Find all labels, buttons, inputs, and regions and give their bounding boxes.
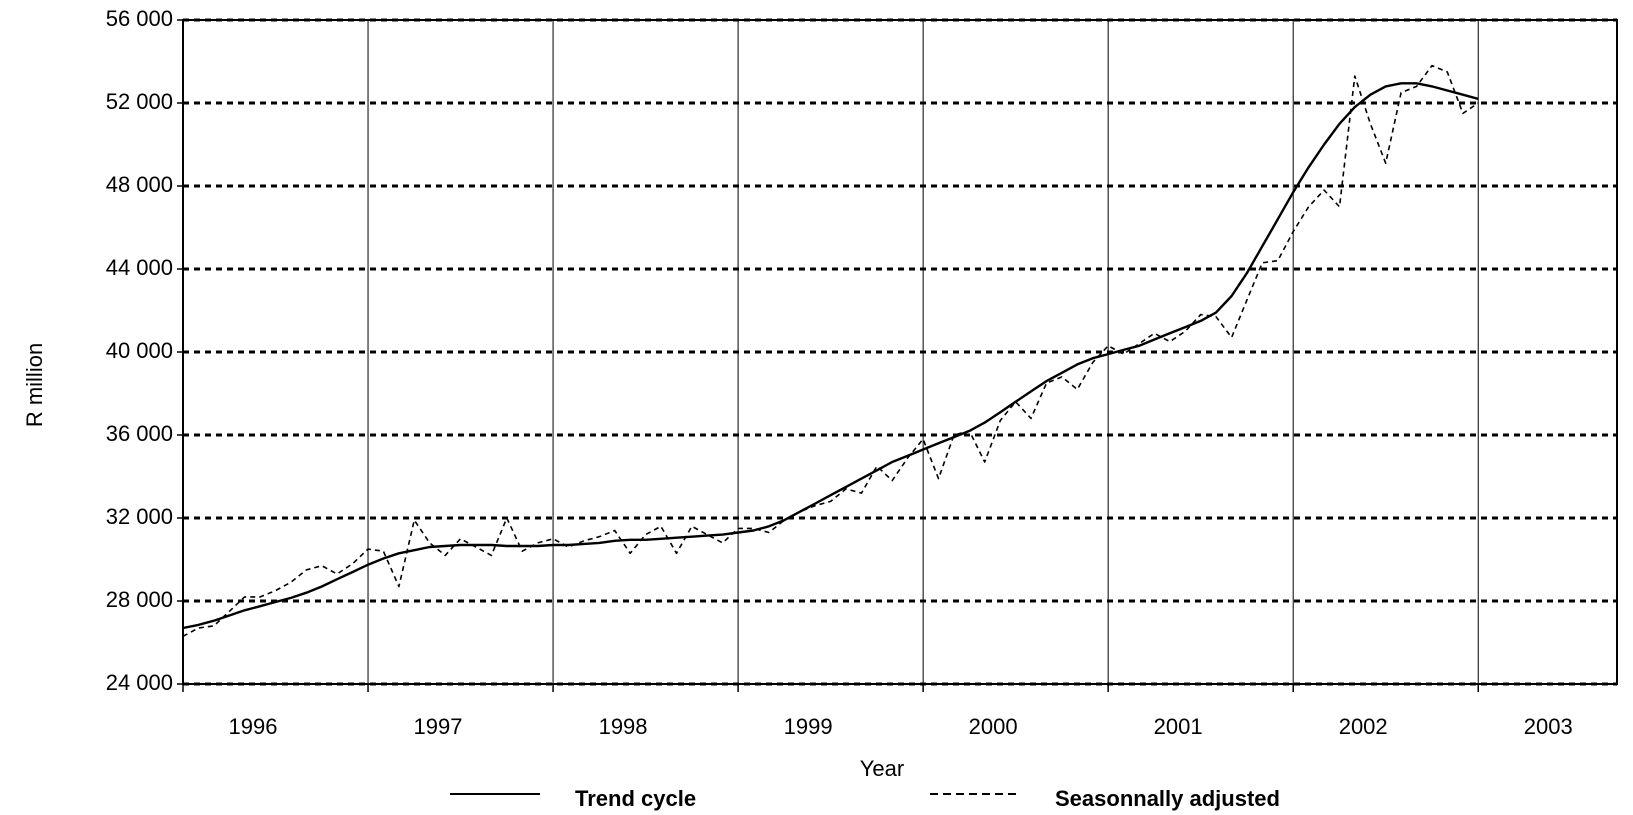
x-tick-label: 1997 [414, 714, 463, 739]
series-line [182, 64, 1479, 638]
y-tick-label: 36 000 [106, 421, 173, 446]
legend-label: Trend cycle [575, 786, 696, 811]
x-tick-label: 1996 [229, 714, 278, 739]
y-tick-label: 24 000 [106, 670, 173, 695]
x-tick-label: 2000 [969, 714, 1018, 739]
y-tick-label: 48 000 [106, 172, 173, 197]
y-tick-label: 32 000 [106, 504, 173, 529]
legend-label: Seasonnally adjusted [1055, 786, 1280, 811]
y-tick-label: 28 000 [106, 587, 173, 612]
y-axis-label: R million [22, 343, 47, 427]
y-tick-label: 40 000 [106, 338, 173, 363]
y-tick-label: 44 000 [106, 255, 173, 280]
x-tick-label: 2003 [1524, 714, 1573, 739]
y-tick-label: 52 000 [106, 89, 173, 114]
x-tick-label: 1998 [599, 714, 648, 739]
y-tick-label: 56 000 [106, 6, 173, 31]
x-tick-label: 2002 [1339, 714, 1388, 739]
x-tick-label: 1999 [784, 714, 833, 739]
x-axis-label: Year [860, 756, 904, 781]
plot-frame [182, 19, 1618, 685]
series-line [182, 82, 1479, 630]
x-tick-label: 2001 [1154, 714, 1203, 739]
